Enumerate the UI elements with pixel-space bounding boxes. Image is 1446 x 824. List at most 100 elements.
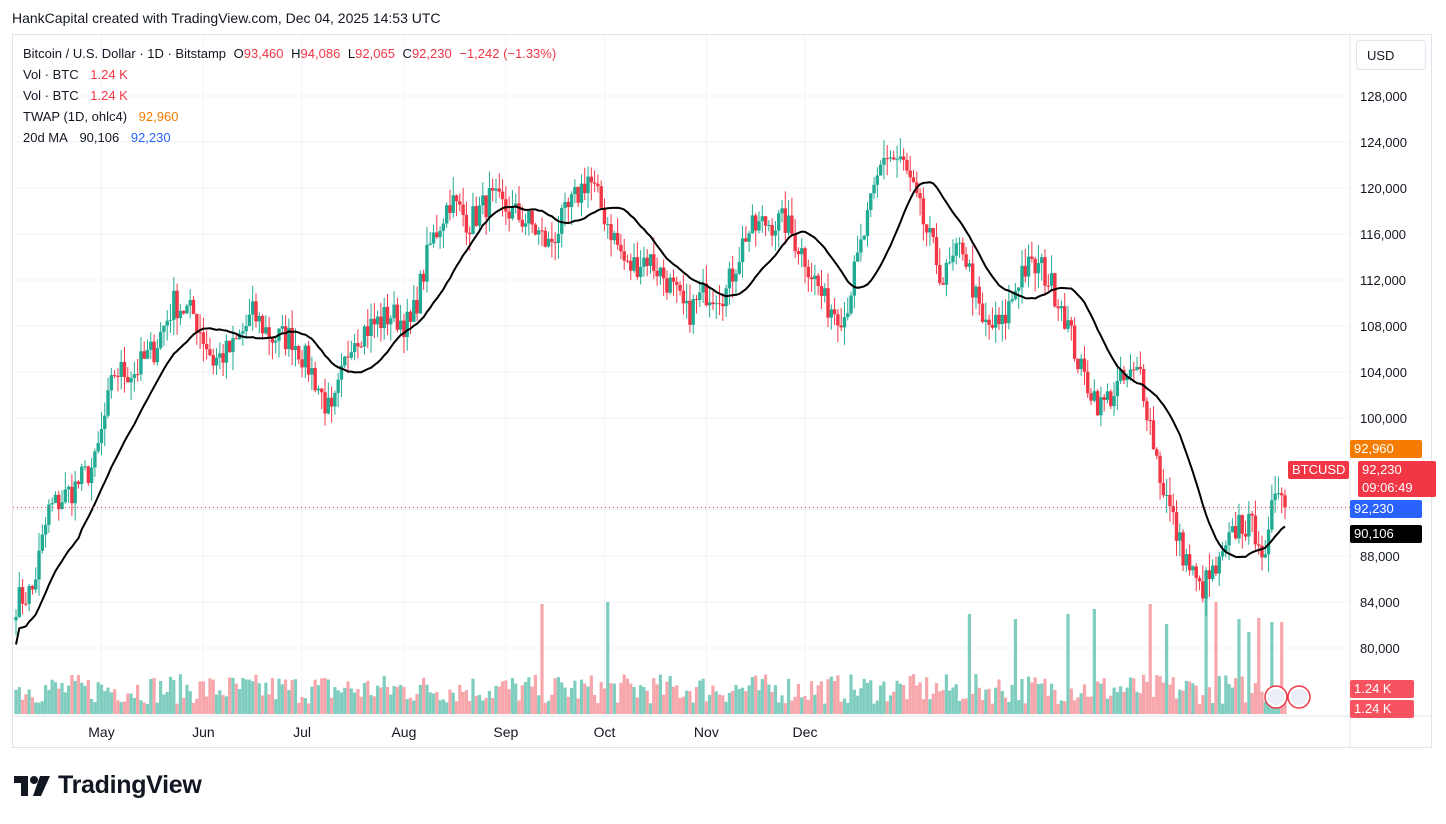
candle-body	[537, 230, 541, 235]
volume-bar	[389, 694, 393, 714]
candle-body	[947, 262, 952, 264]
candle-body	[543, 230, 547, 247]
volume-bar	[908, 676, 912, 714]
candle-body	[832, 309, 837, 315]
volume-bar	[1217, 676, 1221, 714]
candle-body	[454, 195, 459, 202]
volume-bar	[593, 694, 597, 714]
volume-bar	[422, 677, 426, 714]
candle-body	[849, 295, 853, 314]
volume-bar	[977, 687, 981, 714]
candle-body	[724, 288, 728, 307]
volume-bar	[1017, 700, 1021, 714]
legend-ma-row[interactable]: 20d MA 90,106 92,230	[23, 130, 175, 145]
volume-bar	[47, 689, 51, 714]
candle-body	[1086, 371, 1090, 394]
legend-volume-row-2[interactable]: Vol · BTC 1.24 K	[23, 88, 132, 103]
volume-bar	[43, 685, 48, 714]
candle-body	[385, 306, 390, 325]
volume-bar	[234, 683, 238, 714]
candle-body	[1040, 257, 1044, 264]
volume-bar	[925, 677, 929, 714]
candle-body	[1145, 401, 1149, 421]
tradingview-brand[interactable]: TradingView	[14, 771, 202, 800]
candle-body	[905, 160, 909, 171]
volume-bar	[34, 702, 38, 714]
volume-bar	[648, 703, 653, 714]
volume-bar	[90, 698, 94, 714]
candle-body	[37, 550, 41, 580]
volume-bar	[750, 677, 755, 714]
legend-twap-row[interactable]: TWAP (1D, ohlc4) 92,960	[23, 109, 182, 124]
volume-bar	[688, 691, 692, 714]
currency-selector-button[interactable]: USD	[1356, 40, 1426, 70]
candle-body	[941, 282, 945, 285]
candle-body	[1171, 506, 1175, 513]
volume-bar	[1135, 691, 1139, 714]
volume-bar	[274, 699, 278, 714]
candle-body	[1089, 393, 1093, 401]
volume-bar	[1234, 678, 1238, 714]
candle-body	[484, 195, 488, 218]
candle-body	[369, 318, 373, 336]
candle-body	[260, 315, 265, 334]
volume-bar	[967, 614, 971, 714]
candle-body	[382, 306, 386, 329]
candle-body	[326, 397, 331, 414]
volume-bar	[1250, 693, 1254, 714]
volume-bar	[142, 702, 146, 714]
legend-twap-value: 92,960	[138, 109, 179, 124]
volume-bar	[793, 696, 797, 714]
candle-body	[796, 251, 801, 255]
candle-body	[40, 534, 45, 551]
volume-bar	[583, 683, 587, 714]
volume-bar	[819, 681, 824, 714]
candle-body	[1204, 570, 1208, 599]
candle-body	[1256, 544, 1261, 546]
candle-body	[655, 270, 659, 277]
volume-bar	[106, 687, 110, 714]
candle-body	[34, 579, 38, 590]
candle-body	[244, 325, 248, 332]
volume-bar	[80, 682, 84, 714]
volume-bar	[957, 700, 962, 714]
volume-bar	[609, 683, 613, 714]
volume-bar	[260, 695, 265, 714]
candle-body	[704, 283, 709, 306]
volume-bar	[264, 682, 268, 714]
volume-bar	[464, 690, 468, 714]
candle-body	[813, 275, 817, 280]
legend-ma-label: 20d MA	[23, 130, 68, 145]
volume-bar	[1023, 703, 1027, 714]
candle-body	[1240, 514, 1244, 534]
volume-bar	[898, 683, 902, 714]
candle-body	[293, 346, 298, 351]
chart-frame	[12, 34, 1432, 748]
candle-body	[339, 365, 344, 380]
legend-volume-row-1[interactable]: Vol · BTC 1.24 K	[23, 67, 132, 82]
volume-bar	[767, 684, 771, 714]
candle-body	[675, 281, 679, 285]
volume-bar	[1076, 697, 1080, 714]
candle-body	[1276, 493, 1281, 495]
candle-body	[701, 283, 705, 293]
volume-bar	[17, 687, 21, 714]
volume-bar	[451, 692, 455, 714]
volume-bar	[323, 678, 327, 714]
volume-bar	[724, 701, 728, 714]
volume-bar	[165, 691, 169, 714]
volume-bar	[944, 674, 948, 714]
y-tick-label: 84,000	[1360, 595, 1400, 610]
volume-bar	[99, 684, 104, 714]
volume-bar	[270, 678, 275, 714]
legend-symbol[interactable]: Bitcoin / U.S. Dollar · 1D · Bitstamp	[23, 46, 226, 61]
ma-black-badge: 90,106	[1350, 525, 1422, 543]
candle-body	[1046, 285, 1050, 287]
volume-bar	[1079, 693, 1083, 714]
volume-bar	[905, 699, 909, 714]
y-tick-label: 116,000	[1360, 227, 1406, 242]
volume-bar	[533, 674, 538, 714]
candle-body	[1263, 554, 1267, 558]
candle-body	[642, 257, 646, 267]
